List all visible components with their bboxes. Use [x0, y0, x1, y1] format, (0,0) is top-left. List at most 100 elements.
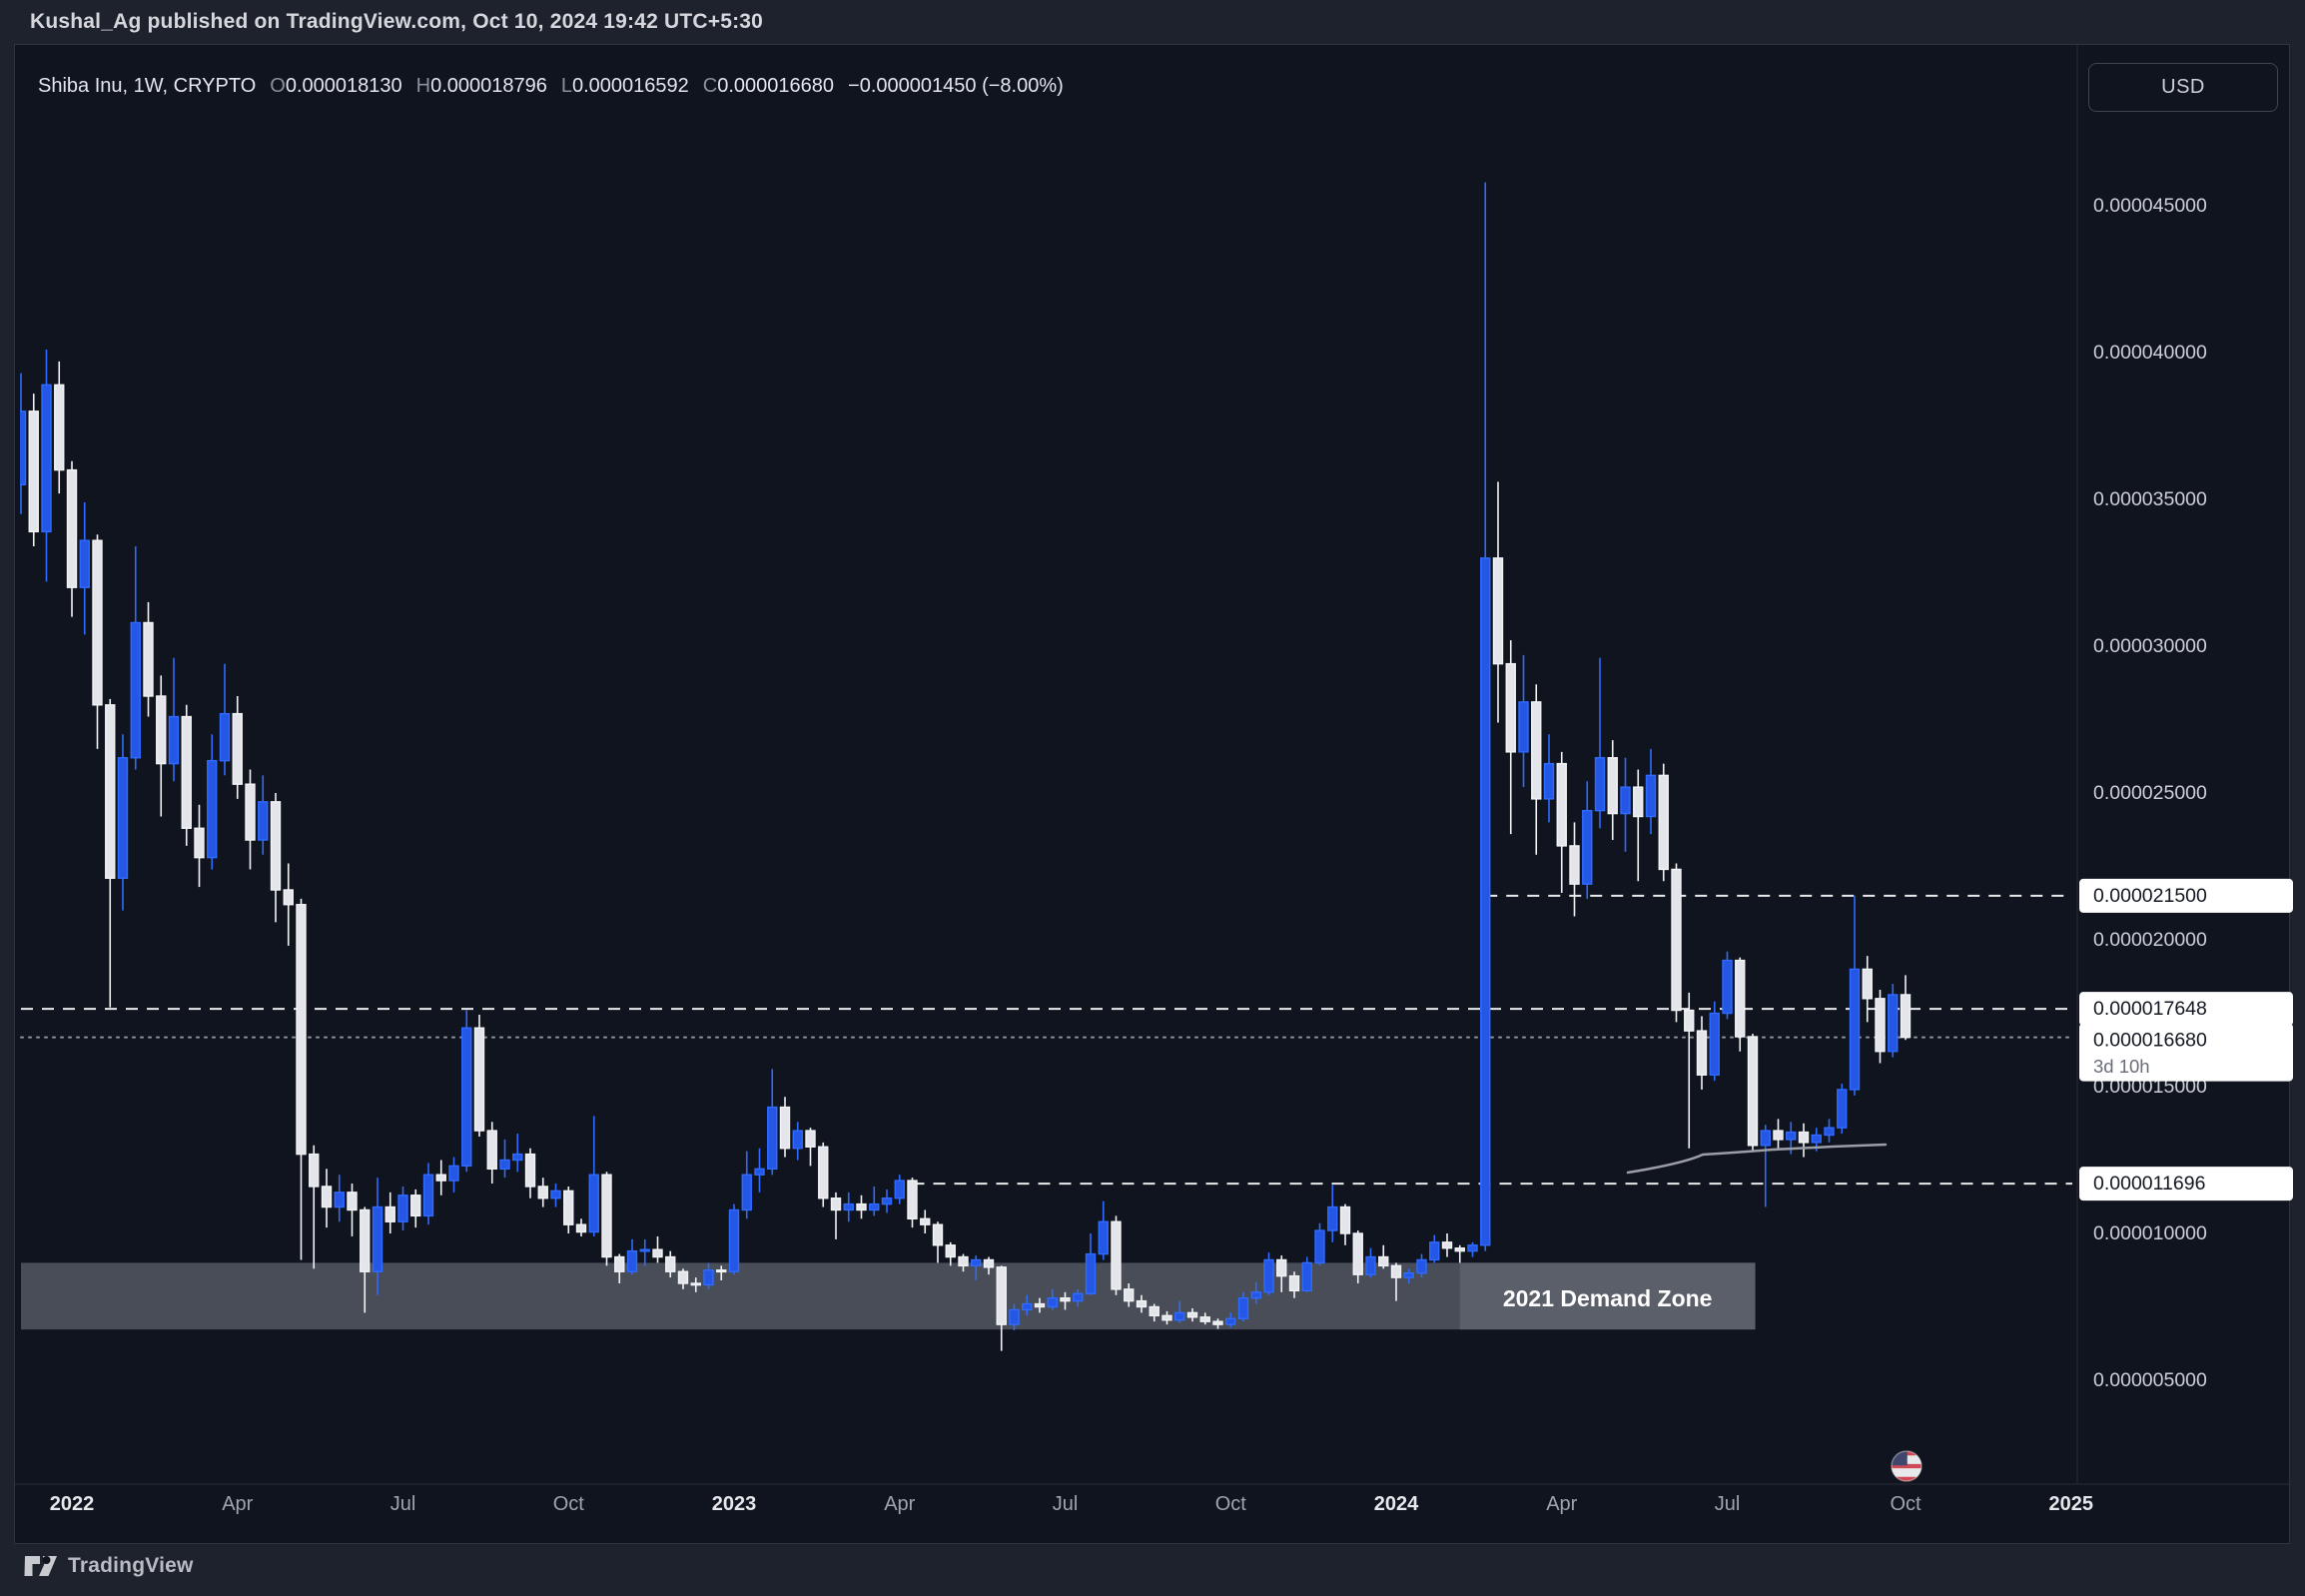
- time-axis-label-2023: 2023: [712, 1493, 757, 1515]
- price-chip-0.000016680[interactable]: 0.000016680 3d 10h: [2079, 1023, 2293, 1082]
- price-axis-label: 0.000030000: [2093, 635, 2207, 657]
- candle-week-64: [830, 1192, 842, 1239]
- us-flag-icon[interactable]: [1891, 1450, 1922, 1494]
- open-value: 0.000018130: [285, 75, 402, 97]
- high-value: 0.000018796: [430, 75, 547, 97]
- candle-week-18: [245, 769, 256, 870]
- candle-week-105: [1352, 1230, 1363, 1283]
- candle-week-1: [28, 394, 39, 547]
- svg-text:0.000017648: 0.000017648: [2093, 998, 2207, 1020]
- candle-week-111: [1429, 1234, 1440, 1263]
- candle-week-122: [1569, 822, 1580, 917]
- candle-week-8: [117, 734, 129, 911]
- candle-week-59: [767, 1069, 778, 1176]
- candle-week-144: [1849, 895, 1861, 1096]
- candle-week-112: [1441, 1233, 1453, 1257]
- candle-week-94: [1212, 1318, 1223, 1329]
- time-axis-label-2024: 2024: [1374, 1493, 1419, 1515]
- candle-week-19: [258, 775, 269, 855]
- candle-week-48: [626, 1238, 638, 1275]
- candle-week-87: [1124, 1282, 1135, 1307]
- svg-text:0.000016680: 0.000016680: [2093, 1030, 2207, 1052]
- candle-week-86: [1111, 1215, 1122, 1295]
- time-axis-label-Oct: Oct: [1215, 1493, 1247, 1515]
- symbol-ohlc-readout: Shiba Inu, 1W, CRYPTO O 0.000018130 H 0.0000…: [38, 75, 1064, 98]
- candle-week-70: [907, 1178, 918, 1228]
- time-axis-label-Oct: Oct: [1890, 1493, 1921, 1515]
- candle-week-47: [614, 1253, 625, 1283]
- currency-toggle-button[interactable]: USD: [2088, 63, 2278, 112]
- candle-week-142: [1824, 1119, 1835, 1143]
- candle-week-117: [1505, 640, 1516, 835]
- candle-week-13: [181, 704, 192, 846]
- demand-zone-label: 2021 Demand Zone: [1503, 1285, 1713, 1311]
- candle-week-21: [283, 863, 294, 946]
- candle-week-33: [435, 1160, 446, 1196]
- candle-week-17: [232, 695, 243, 799]
- candle-week-100: [1288, 1271, 1300, 1298]
- svg-text:0.000021500: 0.000021500: [2093, 885, 2207, 907]
- candle-week-77: [996, 1265, 1007, 1351]
- candle-week-53: [690, 1277, 701, 1292]
- price-chip-0.000011696[interactable]: 0.000011696: [2079, 1167, 2293, 1201]
- svg-text:0.000011696: 0.000011696: [2093, 1173, 2205, 1195]
- candle-week-106: [1365, 1247, 1376, 1278]
- candle-week-102: [1314, 1222, 1325, 1266]
- price-chip-0.000017648[interactable]: 0.000017648: [2079, 992, 2293, 1027]
- candle-week-135: [1735, 957, 1746, 1052]
- candle-week-82: [1060, 1291, 1071, 1310]
- candle-week-85: [1098, 1200, 1109, 1260]
- rounded-support-curve[interactable]: [1626, 1143, 1888, 1175]
- candle-week-136: [1747, 1034, 1759, 1152]
- candle-week-103: [1327, 1185, 1338, 1242]
- candle-week-126: [1620, 757, 1631, 852]
- close-label: C: [702, 75, 718, 97]
- candle-week-92: [1186, 1307, 1198, 1322]
- candle-week-90: [1161, 1310, 1172, 1325]
- candle-week-66: [856, 1195, 867, 1219]
- candle-week-62: [805, 1128, 816, 1167]
- candle-week-147: [1888, 984, 1899, 1058]
- candle-week-110: [1416, 1253, 1427, 1278]
- symbol-title: Shiba Inu, 1W, CRYPTO: [38, 75, 257, 97]
- time-axis-label-2022: 2022: [50, 1493, 95, 1515]
- candle-week-76: [983, 1256, 995, 1275]
- candle-week-52: [677, 1268, 689, 1289]
- price-chip-0.000021500[interactable]: 0.000021500: [2079, 878, 2293, 913]
- price-axis-label: 0.000045000: [2093, 195, 2207, 217]
- candle-week-107: [1378, 1244, 1389, 1269]
- candle-week-65: [843, 1192, 854, 1222]
- candle-week-10: [143, 601, 154, 717]
- candle-week-101: [1301, 1256, 1312, 1292]
- candle-week-20: [270, 793, 282, 923]
- candle-week-98: [1263, 1252, 1274, 1295]
- candle-week-46: [601, 1172, 612, 1266]
- candle-week-29: [384, 1192, 395, 1233]
- candle-week-67: [869, 1186, 880, 1216]
- candle-week-57: [741, 1151, 752, 1219]
- candle-week-14: [194, 804, 205, 888]
- open-label: O: [270, 75, 286, 97]
- candle-week-96: [1237, 1291, 1249, 1322]
- candle-week-93: [1199, 1312, 1210, 1325]
- candle-week-75: [971, 1255, 982, 1281]
- candle-week-15: [207, 734, 218, 870]
- candle-week-63: [818, 1142, 829, 1207]
- candle-week-148: [1900, 975, 1912, 1041]
- candle-week-44: [575, 1218, 587, 1236]
- candle-week-95: [1225, 1312, 1236, 1328]
- candle-week-97: [1250, 1281, 1261, 1304]
- candle-week-118: [1518, 654, 1529, 788]
- price-axis-label: 0.000020000: [2093, 929, 2207, 951]
- candle-week-56: [728, 1203, 740, 1275]
- time-axis-label-Apr: Apr: [1546, 1493, 1577, 1515]
- candle-week-32: [422, 1163, 434, 1225]
- candle-week-89: [1149, 1303, 1159, 1322]
- candle-week-49: [639, 1238, 650, 1266]
- candle-week-37: [486, 1122, 497, 1185]
- candle-week-35: [461, 1010, 472, 1173]
- currency-toggle-label: USD: [2161, 76, 2205, 98]
- candle-week-109: [1403, 1268, 1414, 1283]
- candle-week-119: [1531, 684, 1542, 855]
